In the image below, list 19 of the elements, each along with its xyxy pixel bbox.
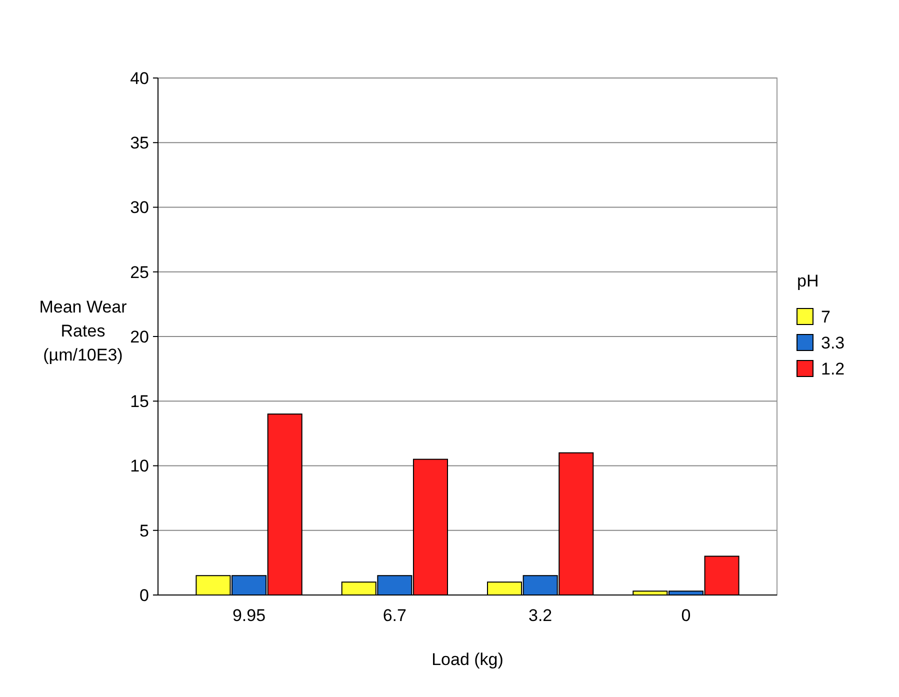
x-tick-label: 0: [681, 606, 691, 625]
x-tick-label: 6.7: [382, 606, 406, 625]
legend-label: 1.2: [821, 359, 845, 378]
y-tick-label: 35: [130, 134, 149, 153]
x-tick-label: 9.95: [232, 606, 266, 625]
y-tick-label: 25: [130, 262, 149, 282]
y-tick-label: 0: [140, 586, 149, 605]
y-tick-label: 20: [130, 327, 149, 346]
x-tick-label: 3.2: [528, 606, 552, 625]
y-tick-label: 40: [130, 68, 149, 88]
y-tick-label: 5: [140, 521, 149, 540]
legend-label: 3.3: [821, 333, 845, 352]
legend-title: pH: [797, 272, 819, 290]
y-tick-label: 30: [130, 198, 149, 218]
y-tick-label: 10: [130, 456, 149, 476]
y-tick-label: 15: [130, 392, 149, 412]
legend-label: 7: [821, 307, 830, 326]
y-axis-title: Mean Wear Rates (µm/10E3): [39, 298, 128, 364]
x-axis-title: Load (kg): [432, 650, 504, 669]
